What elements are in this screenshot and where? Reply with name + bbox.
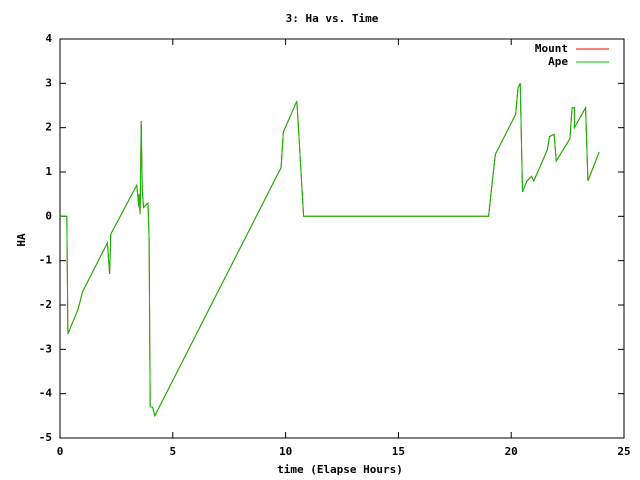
legend-label: Ape [548,55,568,68]
y-tick-label: -3 [39,342,52,355]
y-tick-label: -1 [39,254,53,267]
x-tick-label: 0 [57,445,64,458]
chart-title: 3: Ha vs. Time [286,12,379,25]
x-tick-label: 25 [617,445,630,458]
x-tick-label: 10 [279,445,292,458]
x-axis-label: time (Elapse Hours) [277,463,403,476]
y-tick-label: -4 [39,387,53,400]
data-line [60,83,600,418]
y-tick-label: 2 [45,121,52,134]
y-tick-label: -2 [39,298,52,311]
x-tick-label: 15 [392,445,405,458]
y-tick-label: -5 [39,431,52,444]
y-tick-label: 4 [45,32,52,45]
x-tick-label: 5 [169,445,176,458]
x-tick-label: 20 [505,445,518,458]
legend-label: Mount [535,42,568,55]
y-axis-label: HA [15,233,28,247]
plot-border [59,38,625,439]
y-tick-label: 0 [45,209,52,222]
y-tick-label: 1 [45,165,52,178]
y-tick-label: 3 [45,76,52,89]
